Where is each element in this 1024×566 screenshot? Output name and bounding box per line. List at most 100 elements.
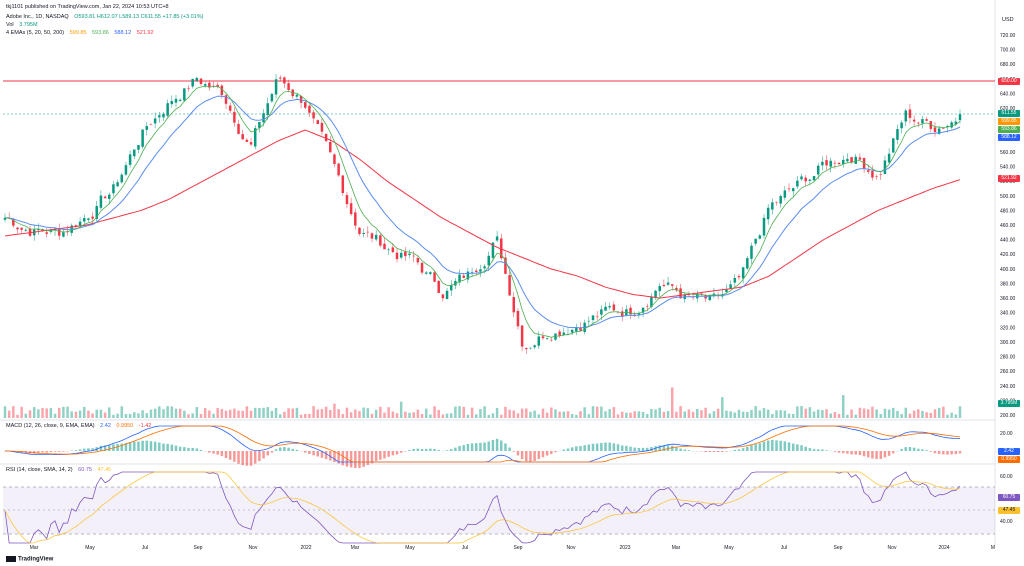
ema-line: 4 EMAs (5, 20, 50, 200) 599.85 593.86 58… [6, 30, 158, 36]
macd-hist-bar [779, 440, 782, 451]
volume-bar [245, 406, 249, 418]
candle-body [437, 280, 440, 293]
volume-bar [841, 395, 845, 418]
volume-bar [562, 411, 566, 418]
macd-hist-bar [474, 443, 478, 451]
macd-hist-bar [37, 451, 40, 453]
candle-body [812, 176, 816, 181]
rsi-value: 60.75 [78, 467, 92, 473]
volume-label: Vol [6, 22, 14, 28]
candle-body [541, 336, 545, 339]
candle-body [128, 154, 132, 165]
volume-bar [262, 407, 265, 418]
candle-body [295, 94, 299, 97]
macd-hist-bar [754, 443, 757, 451]
price-tag-last: 611.55 [998, 110, 1020, 117]
ema200-line [4, 129, 961, 299]
macd-hist-bar [854, 451, 857, 455]
macd-hist-bar [274, 449, 278, 451]
macd-hist-bar [170, 444, 174, 451]
volume-bar [787, 413, 791, 418]
volume-bar [128, 413, 132, 418]
macd-hist-bar [399, 451, 403, 453]
candle-body [833, 162, 837, 164]
price-tick-label: 380.00 [1000, 281, 1016, 287]
volume-bar [95, 409, 98, 418]
candle-body [779, 196, 782, 204]
volume-bar [729, 411, 732, 418]
macd-hist-bar [212, 451, 215, 454]
macd-hist-bar [929, 451, 933, 452]
macd-hist-bar [750, 445, 753, 451]
volume-bar [487, 414, 491, 418]
macd-hist-bar [358, 451, 361, 469]
volume-bar [78, 410, 82, 418]
volume-bar [612, 407, 616, 418]
macd-hist-bar [804, 446, 807, 451]
candle-body [921, 119, 924, 124]
volume-bar [862, 408, 866, 418]
candle-body [449, 285, 453, 291]
candle-body [283, 77, 286, 84]
volume-bar [312, 406, 315, 418]
volume-bar [362, 407, 365, 418]
candle-body [416, 258, 420, 263]
candle-body [108, 194, 111, 199]
candle-body [591, 315, 595, 321]
candle-body [729, 284, 732, 289]
macd-hist-bar [808, 448, 812, 451]
ema200-value: 521.92 [136, 30, 154, 36]
volume-bar [545, 412, 549, 418]
macd-hist-bar [821, 449, 824, 451]
symbol-name: Adobe Inc., 1D, NASDAQ [6, 14, 69, 20]
candle-body [558, 331, 561, 336]
volume-bar [958, 406, 962, 418]
macd-hist-bar [687, 450, 691, 451]
volume-bar [804, 408, 807, 418]
time-tick-label: Nov [249, 545, 258, 551]
candle-body [399, 252, 403, 258]
macd-hist-bar [612, 443, 616, 451]
macd-hist-bar [237, 451, 240, 464]
macd-hist-bar [333, 451, 336, 463]
macd-line [4, 425, 961, 463]
ema5-value: 599.85 [69, 30, 87, 36]
macd-hist-bar [629, 446, 632, 451]
volume-bar [796, 406, 799, 418]
candle-body [308, 105, 311, 113]
tradingview-logo: TradingView [6, 556, 53, 563]
volume-bar [525, 408, 528, 418]
macd-hist-bar [124, 442, 128, 451]
macd-hist-bar [45, 451, 48, 453]
volume-bar [283, 411, 286, 418]
candle-body [158, 115, 161, 118]
volume-bar [291, 408, 294, 418]
volume-bar [829, 413, 832, 418]
candle-body [91, 216, 94, 219]
macd-hist-bar [462, 445, 465, 451]
volume-bar [320, 409, 324, 418]
volume-tag: 3.795M [998, 400, 1020, 407]
volume-bar [925, 412, 928, 418]
volume-bar [921, 410, 924, 418]
volume-bar [324, 406, 328, 418]
volume-bar [449, 413, 453, 418]
ema50-value: 588.12 [114, 30, 132, 36]
price-tick-label: 260.00 [1000, 369, 1016, 375]
macd-label: MACD (12, 26, close, 9, EMA, EMA) [6, 423, 95, 429]
candle-body [241, 134, 244, 140]
volume-bar [395, 413, 399, 418]
macd-hist-bar [675, 446, 678, 451]
price-tick-label: 520.00 [1000, 179, 1016, 185]
candle-body [854, 156, 857, 164]
candle-body [178, 99, 182, 101]
macd-hist-bar [454, 447, 457, 451]
volume-bar [153, 408, 157, 418]
candle-body [362, 232, 365, 235]
candle-body [183, 88, 186, 101]
macd-hist-bar [933, 451, 937, 454]
macd-hist-bar [278, 447, 282, 451]
volume-bar [816, 409, 820, 418]
macd-hist-bar [470, 443, 474, 451]
